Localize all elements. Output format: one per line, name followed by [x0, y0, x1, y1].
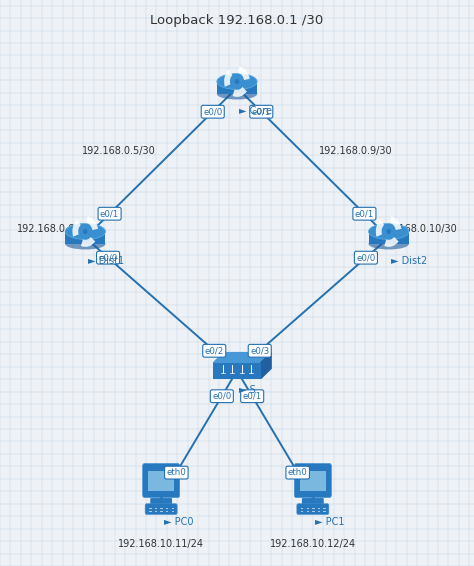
- Ellipse shape: [368, 238, 409, 250]
- Wedge shape: [87, 216, 98, 230]
- FancyBboxPatch shape: [300, 470, 326, 491]
- Text: e0/2: e0/2: [205, 346, 224, 355]
- Text: ► PC0: ► PC0: [164, 517, 193, 528]
- Text: e0/0: e0/0: [203, 107, 222, 116]
- Text: eth0: eth0: [166, 468, 186, 477]
- Wedge shape: [384, 237, 399, 247]
- Text: 192.168.0.6/30: 192.168.0.6/30: [17, 224, 90, 234]
- Text: e0/3: e0/3: [250, 346, 269, 355]
- Text: 192.168.0.9/30: 192.168.0.9/30: [319, 147, 392, 156]
- Text: 192.168.0.10/30: 192.168.0.10/30: [378, 224, 457, 234]
- Text: e0/1: e0/1: [243, 392, 262, 401]
- Text: e0/0: e0/0: [212, 392, 231, 401]
- Text: e0/1: e0/1: [252, 107, 271, 116]
- Text: 192.168.0.5/30: 192.168.0.5/30: [82, 147, 155, 156]
- Text: Loopback 192.168.0.1 /30: Loopback 192.168.0.1 /30: [150, 14, 324, 27]
- FancyBboxPatch shape: [213, 363, 261, 379]
- FancyBboxPatch shape: [148, 470, 174, 491]
- FancyBboxPatch shape: [368, 231, 409, 244]
- Text: e0/0: e0/0: [356, 253, 375, 262]
- Text: e0/1: e0/1: [355, 209, 374, 218]
- Wedge shape: [233, 87, 247, 97]
- Text: 192.168.10.12/24: 192.168.10.12/24: [270, 539, 356, 550]
- Wedge shape: [224, 70, 232, 87]
- Text: 192.168.10.11/24: 192.168.10.11/24: [118, 539, 204, 550]
- Polygon shape: [213, 353, 271, 363]
- FancyBboxPatch shape: [224, 353, 271, 368]
- Ellipse shape: [368, 224, 409, 239]
- Wedge shape: [390, 216, 401, 230]
- FancyBboxPatch shape: [150, 498, 172, 505]
- Circle shape: [236, 80, 238, 83]
- Text: e0/0: e0/0: [99, 253, 118, 262]
- Wedge shape: [376, 220, 384, 237]
- FancyBboxPatch shape: [143, 464, 180, 498]
- Wedge shape: [81, 237, 95, 247]
- FancyBboxPatch shape: [297, 504, 329, 514]
- Text: ► Dist2: ► Dist2: [391, 256, 427, 266]
- FancyBboxPatch shape: [217, 82, 257, 94]
- FancyBboxPatch shape: [65, 231, 105, 244]
- FancyBboxPatch shape: [294, 464, 331, 498]
- Text: ► PC1: ► PC1: [315, 517, 345, 528]
- Text: ► S: ► S: [239, 385, 256, 396]
- FancyBboxPatch shape: [302, 498, 324, 505]
- Wedge shape: [238, 66, 250, 80]
- Ellipse shape: [217, 74, 257, 89]
- Text: eth0: eth0: [288, 468, 308, 477]
- Wedge shape: [73, 220, 81, 237]
- Ellipse shape: [65, 238, 106, 250]
- Ellipse shape: [217, 88, 257, 100]
- Text: ► Core: ► Core: [239, 106, 273, 116]
- Ellipse shape: [65, 224, 106, 239]
- Polygon shape: [261, 353, 271, 379]
- FancyBboxPatch shape: [145, 504, 177, 514]
- Text: ► Dist1: ► Dist1: [88, 256, 124, 266]
- Circle shape: [387, 230, 390, 233]
- Text: e0/1: e0/1: [100, 209, 119, 218]
- Circle shape: [84, 230, 87, 233]
